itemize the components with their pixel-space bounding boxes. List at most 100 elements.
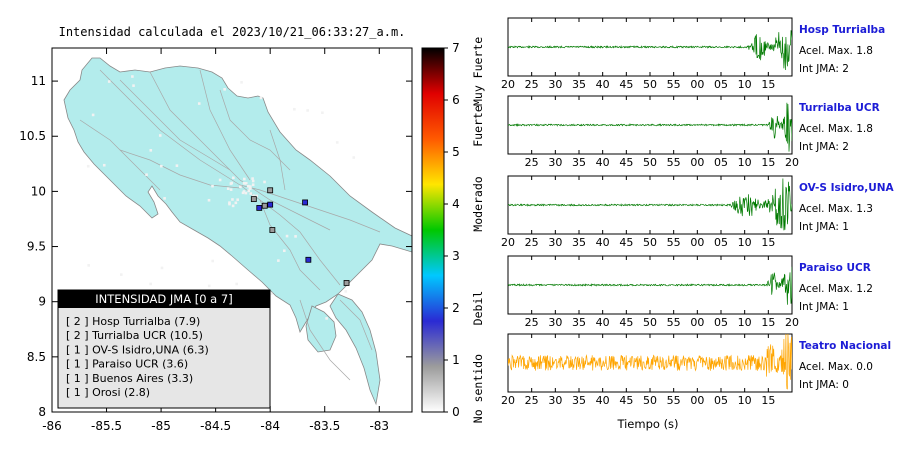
trace-tick-label: 10 (738, 156, 752, 169)
station-marker (261, 202, 268, 209)
map-y-tick-label: 8 (38, 405, 46, 419)
station-marker (267, 201, 274, 208)
seismogram-1: 25 30 35 40 45 50 55 00 05 10 15 20 Turrialba UCR Ace… (507, 95, 880, 169)
town-dot (120, 273, 123, 276)
trace-tick-label: 30 (548, 316, 562, 329)
trace-tick-label: 15 (761, 316, 775, 329)
colorbar-band-label: Debil (471, 291, 485, 326)
trace-accel: Acel. Max. 1.2 (799, 283, 873, 295)
legend-item: [ 1 ] OV-S Isidro,UNA (6.3) (66, 343, 209, 356)
map-y-tick-label: 11 (31, 74, 46, 88)
town-dot (228, 201, 231, 204)
town-dot (321, 111, 324, 115)
trace-waveform (508, 334, 792, 390)
town-dot (277, 259, 280, 262)
town-dot (231, 198, 234, 201)
trace-tick-label: 00 (690, 78, 704, 91)
trace-tick-label: 25 (525, 236, 539, 249)
town-dot (218, 178, 222, 182)
trace-tick-label: 05 (714, 316, 728, 329)
trace-waveform (508, 30, 792, 71)
town-dot (344, 290, 348, 293)
town-dot (175, 164, 179, 167)
trace-tick-label: 35 (572, 236, 586, 249)
trace-tick-label: 30 (548, 78, 562, 91)
town-dot (255, 194, 258, 198)
trace-tick-label: 40 (596, 316, 610, 329)
town-markers (86, 75, 356, 326)
station-marker (269, 227, 276, 233)
colorbar-tick-label: 1 (452, 353, 460, 367)
town-dot (207, 284, 211, 288)
map-x-tick-label: -84.5 (200, 419, 231, 433)
town-dot (149, 149, 153, 152)
town-dot (91, 113, 95, 117)
station-marker (302, 199, 308, 206)
trace-tick-label: 20 (501, 236, 515, 249)
town-dot (231, 204, 235, 208)
trace-tick-label: 45 (619, 236, 633, 249)
map-x-axis: -86 -85.5 -85 -84.5 -84 -83.5 -83 (42, 48, 389, 433)
town-dot (223, 88, 226, 91)
trace-tick-label: 00 (690, 236, 704, 249)
trace-station-name: Teatro Nacional (799, 340, 891, 352)
trace-tick-label: 50 (643, 156, 657, 169)
town-dot (234, 201, 238, 205)
trace-tick-label: 00 (690, 394, 704, 407)
town-dot (249, 192, 253, 195)
town-dot (197, 102, 201, 105)
trace-tick-label: 30 (548, 156, 562, 169)
town-dot (131, 75, 134, 78)
station-marker (305, 256, 312, 263)
southern-coast (329, 293, 381, 406)
map-y-tick-label: 8.5 (27, 350, 46, 364)
town-dot (145, 173, 148, 176)
trace-tick-label: 00 (690, 316, 704, 329)
map-y-tick-label: 10 (31, 184, 46, 198)
trace-tick-label: 45 (619, 156, 633, 169)
trace-waveform (508, 102, 792, 152)
trace-tick-label: 05 (714, 156, 728, 169)
colorbar-band-label: Moderado (471, 176, 485, 231)
map-x-tick-label: -86 (42, 419, 62, 433)
trace-tick-label: 20 (785, 316, 799, 329)
town-dot (232, 176, 235, 180)
town-dot (335, 141, 339, 144)
trace-tick-label: 35 (572, 156, 586, 169)
town-dot (229, 188, 233, 191)
road (119, 149, 241, 189)
station-marker (250, 196, 257, 203)
trace-tick-label: 55 (667, 156, 681, 169)
station-marker (343, 280, 350, 286)
colorbar-ticks: 0 1 2 3 4 5 6 7 (444, 41, 460, 419)
trace-tick-label: 30 (548, 394, 562, 407)
town-dot (306, 109, 309, 112)
seismogram-4: 20 25 30 35 40 45 50 55 00 05 10 15 Teatro Nacional A… (501, 333, 891, 407)
road (199, 69, 251, 181)
town-dot (242, 190, 246, 193)
town-dot (251, 179, 255, 183)
trace-tick-label: 45 (619, 394, 633, 407)
trace-jma: Int JMA: 0 (799, 379, 849, 391)
trace-tick-label: 55 (667, 316, 681, 329)
town-dot (352, 156, 356, 159)
trace-tick-label: 05 (714, 394, 728, 407)
trace-tick-label: 50 (643, 236, 657, 249)
trace-jma: Int JMA: 1 (799, 301, 849, 313)
seismogram-3: 25 30 35 40 45 50 55 00 05 10 15 20 Paraiso UCR Acel.… (507, 255, 873, 329)
road (79, 119, 161, 191)
map-y-tick-label: 9 (38, 295, 46, 309)
colorbar-tick-label: 3 (452, 249, 460, 263)
road (99, 69, 241, 186)
legend-item: [ 1 ] Paraiso UCR (3.6) (66, 358, 188, 371)
town-dot (163, 197, 166, 200)
seismogram-0: 20 25 30 35 40 45 50 55 00 05 10 15 Hosp Turrialba Ac… (501, 17, 885, 91)
trace-tick-label: 00 (690, 156, 704, 169)
town-dot (325, 317, 328, 320)
town-dot (247, 189, 251, 193)
trace-tick-label: 40 (596, 236, 610, 249)
road (149, 71, 331, 231)
town-dot (282, 249, 286, 253)
road (219, 89, 291, 171)
trace-accel: Acel. Max. 1.3 (799, 203, 873, 215)
